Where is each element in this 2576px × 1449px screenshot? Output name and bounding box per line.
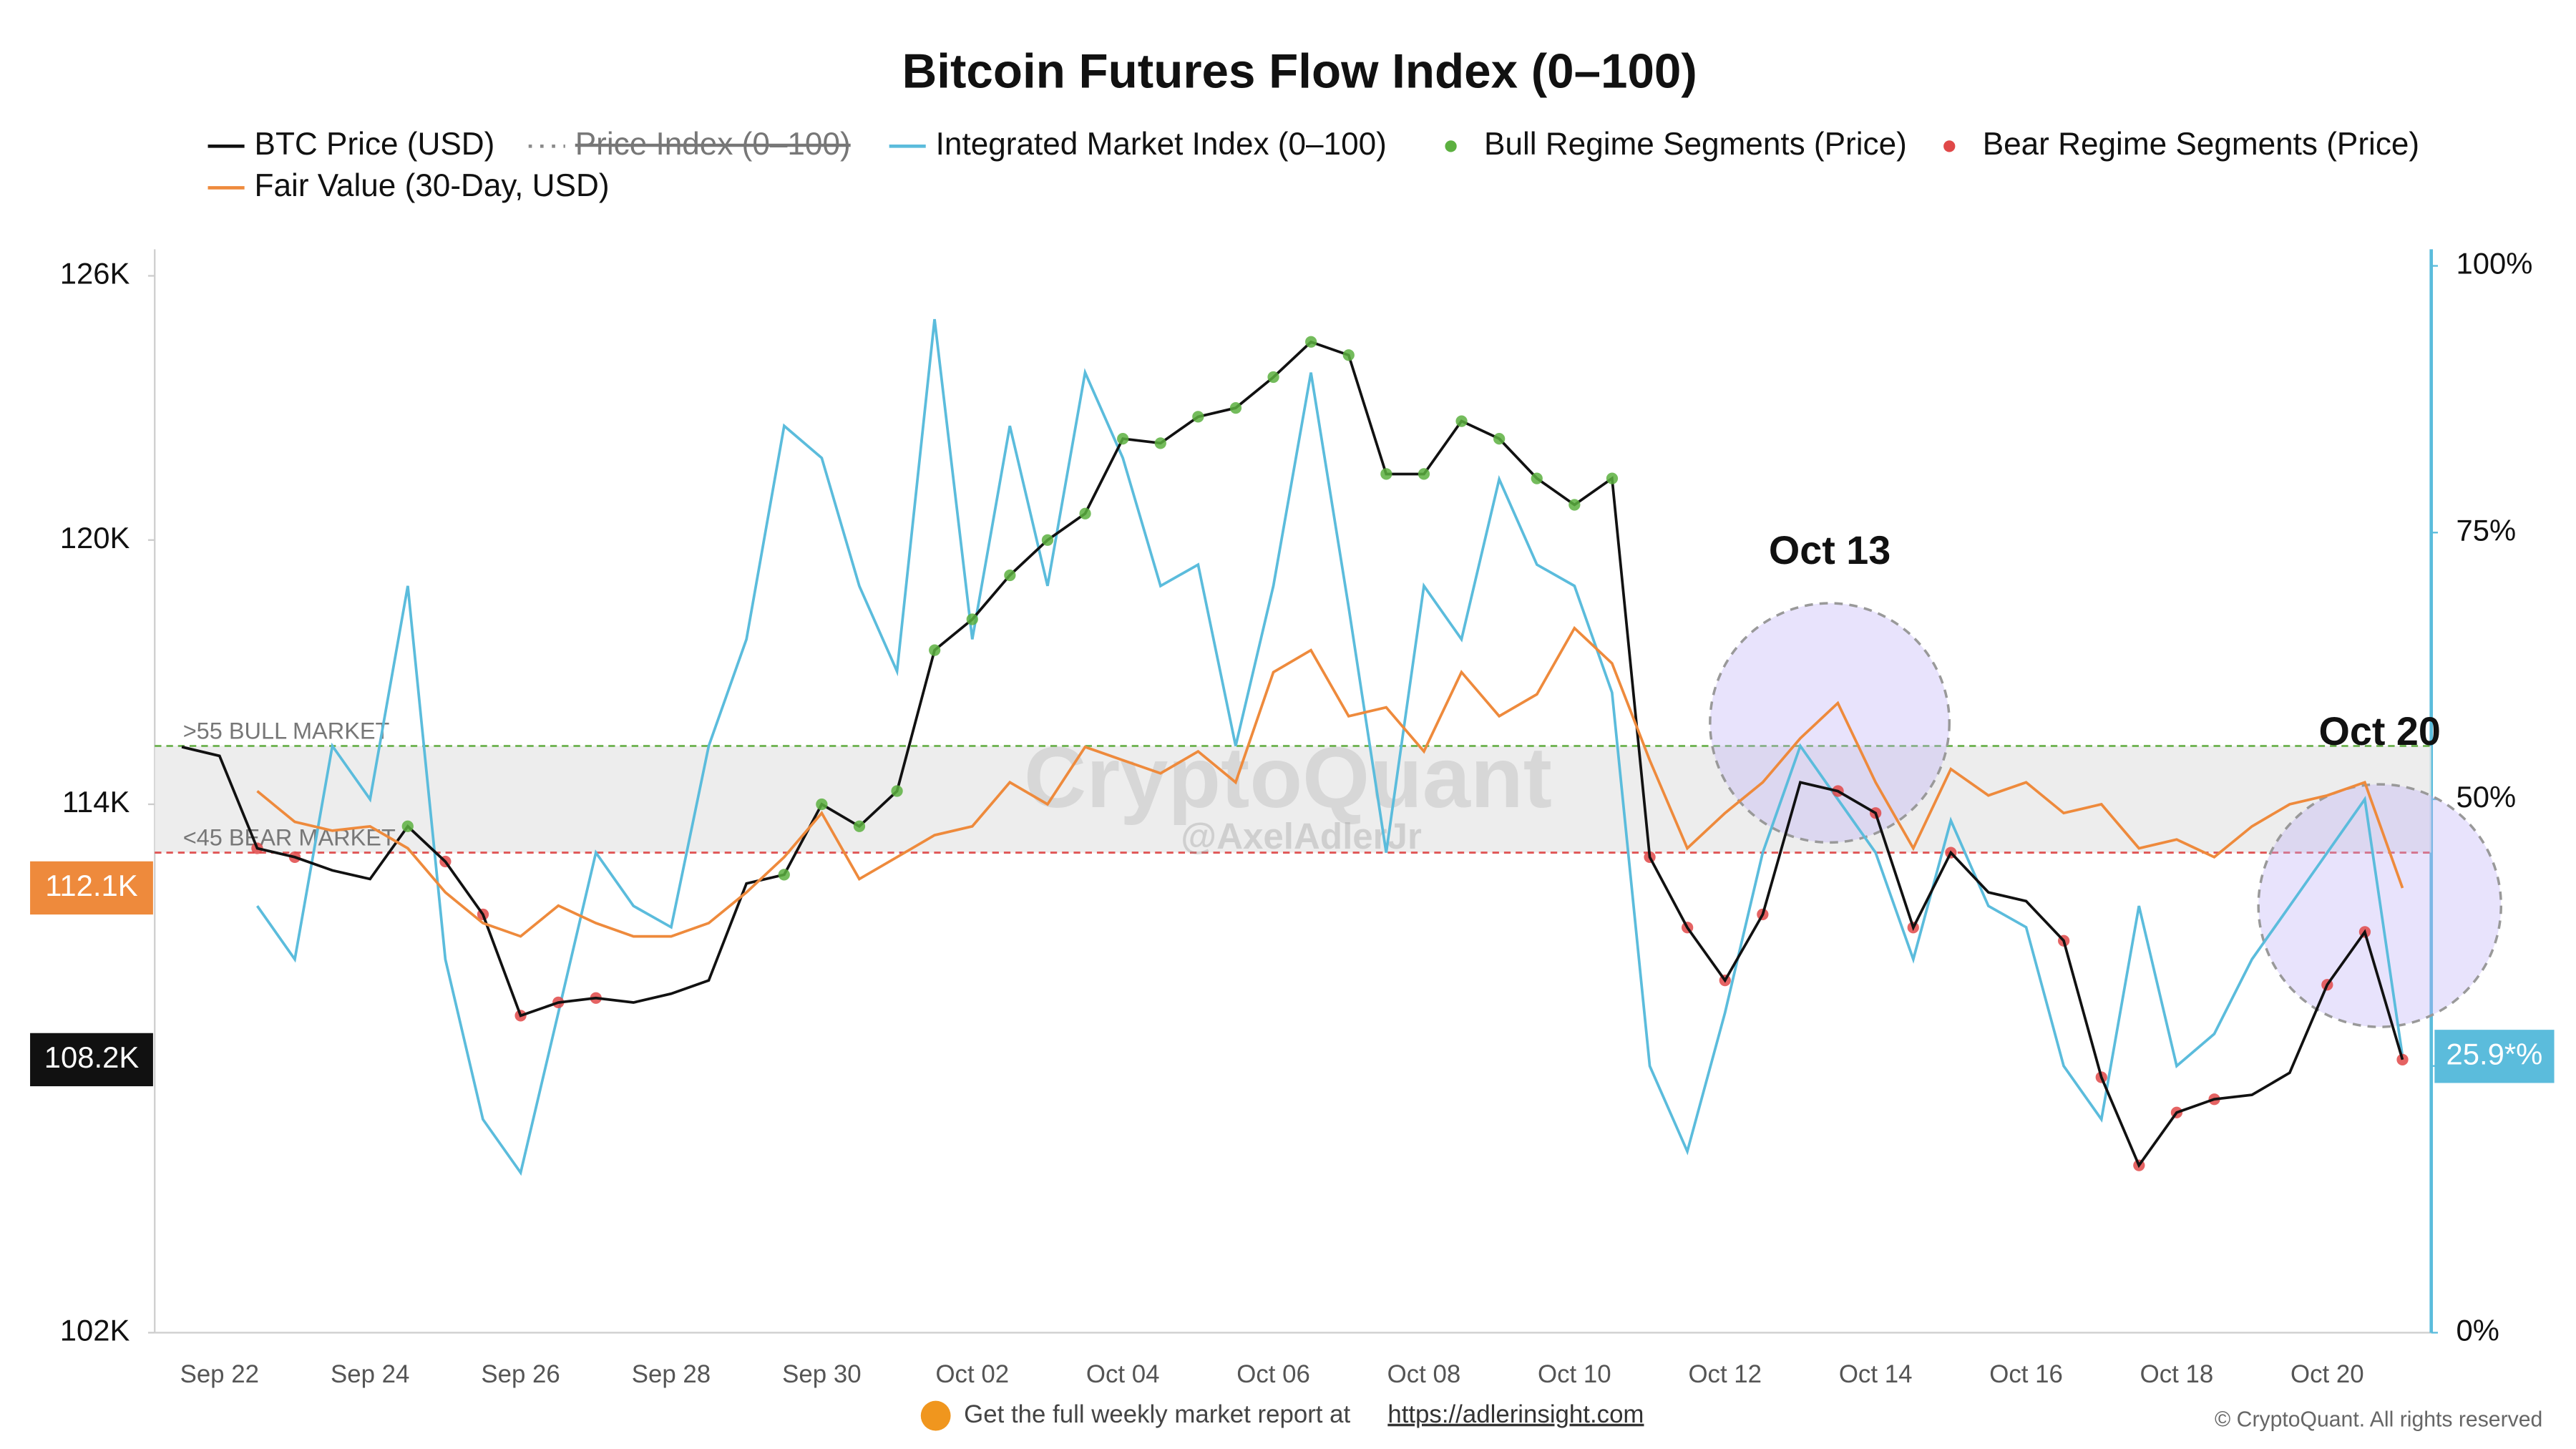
regime-marker — [1380, 468, 1392, 480]
regime-marker — [778, 869, 790, 881]
regime-marker — [1154, 437, 1166, 449]
end-badge-label: 112.1K — [45, 869, 137, 902]
end-badge — [30, 1033, 153, 1087]
regime-marker — [1568, 499, 1581, 511]
regime-marker — [1305, 336, 1317, 348]
regime-marker — [891, 785, 903, 797]
y-tick-label: 102K — [60, 1313, 130, 1347]
regime-marker — [1493, 433, 1506, 445]
regime-marker — [853, 820, 866, 832]
x-tick-label: Oct 10 — [1538, 1360, 1611, 1388]
regime-marker — [816, 798, 828, 811]
series-line — [181, 340, 2404, 1169]
end-badge — [2434, 1030, 2555, 1083]
highlight-circle — [1709, 602, 1951, 844]
legend-label[interactable]: Integrated Market Index (0–100) — [936, 127, 1387, 162]
regime-marker — [1117, 433, 1129, 445]
legend-marker — [1943, 140, 1956, 152]
series-line — [255, 318, 2404, 1176]
copyright: © CryptoQuant. All rights reserved — [2215, 1407, 2542, 1431]
x-tick-label: Oct 08 — [1387, 1360, 1461, 1388]
neutral-band — [155, 746, 2431, 853]
legend-marker — [1445, 140, 1457, 152]
regime-marker — [929, 644, 941, 656]
reference-label: <45 BEAR MARKET — [183, 825, 396, 851]
annotation: Oct 13 — [1769, 528, 1890, 572]
regime-marker — [966, 613, 978, 625]
regime-marker — [1455, 415, 1468, 427]
y-tick-label: 114K — [62, 785, 130, 819]
legend-label[interactable]: Price Index (0–100) — [575, 127, 851, 162]
annotation: Oct 20 — [2319, 709, 2441, 753]
legend-label[interactable]: BTC Price (USD) — [255, 127, 495, 162]
x-tick-label: Oct 20 — [2290, 1360, 2364, 1388]
x-tick-label: Oct 16 — [1989, 1360, 2063, 1388]
y-tick-label: 126K — [60, 257, 130, 291]
regime-marker — [1418, 468, 1430, 480]
y2-tick-label: 100% — [2457, 247, 2533, 280]
regime-marker — [401, 820, 414, 832]
legend-label[interactable]: Bull Regime Segments (Price) — [1484, 127, 1907, 162]
legend-label[interactable]: Fair Value (30-Day, USD) — [255, 168, 610, 203]
legend-label[interactable]: Bear Regime Segments (Price) — [1983, 127, 2419, 162]
end-badge — [30, 861, 153, 915]
reference-label: >55 BULL MARKET — [183, 718, 390, 743]
regime-marker — [1606, 472, 1619, 484]
regime-marker — [1004, 569, 1016, 582]
x-tick-label: Oct 02 — [935, 1360, 1009, 1388]
x-tick-label: Sep 30 — [782, 1360, 861, 1388]
x-tick-label: Sep 24 — [331, 1360, 409, 1388]
x-tick-label: Oct 06 — [1236, 1360, 1310, 1388]
regime-marker — [1342, 349, 1355, 361]
coin-icon — [920, 1400, 951, 1431]
chart-title: Bitcoin Futures Flow Index (0–100) — [902, 44, 1697, 98]
regime-marker — [1192, 411, 1204, 423]
watermark: CryptoQuant — [1024, 729, 1552, 826]
y2-tick-label: 0% — [2457, 1313, 2499, 1347]
footer-text: Get the full weekly market report at — [964, 1400, 1350, 1428]
x-tick-label: Sep 22 — [180, 1360, 259, 1388]
series-line — [256, 625, 2404, 938]
y2-tick-label: 50% — [2457, 780, 2517, 814]
regime-marker — [1229, 401, 1242, 414]
end-badge-label: 25.9*% — [2446, 1037, 2543, 1070]
x-tick-label: Oct 18 — [2140, 1360, 2214, 1388]
y-tick-label: 120K — [60, 521, 130, 555]
x-tick-label: Oct 04 — [1086, 1360, 1160, 1388]
x-tick-label: Oct 12 — [1688, 1360, 1762, 1388]
regime-marker — [1531, 472, 1543, 484]
regime-marker — [1079, 507, 1091, 519]
regime-marker — [1041, 534, 1054, 546]
y2-tick-label: 75% — [2457, 513, 2517, 547]
x-tick-label: Sep 28 — [632, 1360, 711, 1388]
end-badge-label: 108.2K — [44, 1040, 140, 1074]
regime-marker — [1267, 371, 1279, 384]
footer-link[interactable]: https://adlerinsight.com — [1387, 1400, 1644, 1428]
x-tick-label: Oct 14 — [1839, 1360, 1913, 1388]
x-tick-label: Sep 26 — [481, 1360, 560, 1388]
